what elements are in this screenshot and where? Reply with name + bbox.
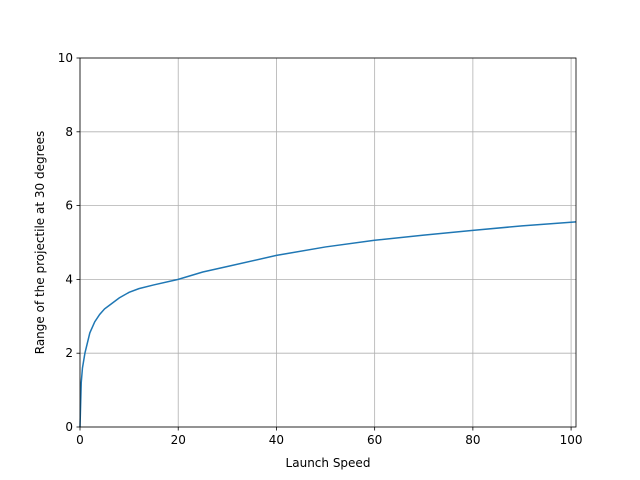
ticks: 0 20 40 60 80 100 0 2 4 6 8 10 xyxy=(58,51,583,447)
x-tick-label: 40 xyxy=(269,433,284,447)
x-tick-label: 60 xyxy=(367,433,382,447)
x-tick-label: 100 xyxy=(560,433,583,447)
y-tick-label: 8 xyxy=(65,125,73,139)
y-tick-label: 10 xyxy=(58,51,73,65)
grid xyxy=(79,57,576,428)
plot-frame xyxy=(79,57,577,428)
x-tick-label: 20 xyxy=(171,433,186,447)
series-line-0 xyxy=(79,221,577,428)
y-axis-label: Range of the projectile at 30 degrees xyxy=(33,131,47,355)
y-tick-label: 4 xyxy=(65,272,73,286)
x-axis-label: Launch Speed xyxy=(286,456,371,470)
y-tick-label: 0 xyxy=(65,420,73,434)
x-tick-label: 0 xyxy=(76,433,84,447)
series-layer xyxy=(79,221,577,428)
y-tick-label: 2 xyxy=(65,346,73,360)
x-tick-label: 80 xyxy=(465,433,480,447)
y-tick-label: 6 xyxy=(65,199,73,213)
